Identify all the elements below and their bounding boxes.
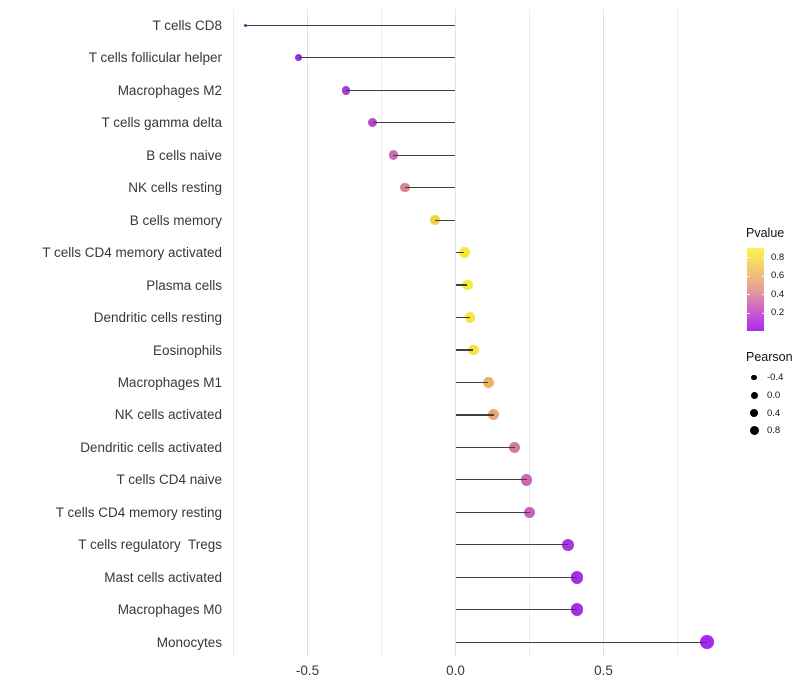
colorbar-tick [761,257,764,259]
y-axis-label: Plasma cells [146,277,222,293]
y-axis-label: Dendritic cells resting [93,310,222,326]
y-axis-label: Macrophages M2 [117,82,222,98]
y-axis-label: T cells CD4 memory activated [42,245,222,261]
pearson-legend-title: Pearson [746,350,793,364]
y-axis-label: NK cells activated [114,407,222,423]
colorbar-tick-label: 0.4 [771,288,785,300]
gridline [307,9,308,657]
y-axis-label: Macrophages M0 [117,602,222,618]
lollipop-stem [455,511,530,513]
lollipop-dot [561,538,575,552]
pearson-legend-label: -0.4 [767,372,784,383]
lollipop-dot [488,409,500,421]
colorbar-tick [761,275,764,277]
lollipop-stem [345,89,456,91]
lollipop-stem [455,284,468,286]
lollipop-dot [388,150,399,160]
lollipop-stem [455,349,474,351]
pearson-legend-circle [749,426,759,436]
y-axis-label: Monocytes [156,634,222,650]
lollipop-stem [455,609,577,611]
pearson-legend-circle [750,409,758,418]
y-axis-label: Eosinophils [152,342,222,358]
lollipop-stem [455,544,568,546]
gridline [529,9,530,657]
y-axis-label: T cells gamma delta [101,115,222,131]
lollipop-stem [455,576,577,578]
lollipop-stem [455,381,489,384]
pvalue-legend-title: Pvalue [746,226,785,240]
y-axis-label: Mast cells activated [104,569,222,585]
x-tick-label: 0.0 [446,663,465,678]
y-axis-label: T cells CD4 naive [116,472,222,488]
pearson-legend-circle [751,374,757,381]
pearson-legend-label: 0.8 [767,425,781,437]
lollipop-dot [467,344,479,356]
y-axis-label: NK cells resting [128,180,222,196]
lollipop-dot [400,182,410,193]
pearson-legend-circle [750,391,758,399]
gridline [455,9,456,657]
y-axis-label: T cells CD8 [152,17,222,33]
pearson-legend-label: 0.0 [767,389,781,401]
lollipop-stem [298,57,456,59]
lollipop-stem [245,24,456,26]
colorbar-tick-label: 0.2 [771,307,785,319]
lollipop-dot [482,376,494,388]
pearson-legend-label: 0.4 [767,407,781,419]
x-tick-label: 0.5 [594,663,613,678]
y-axis-label: T cells CD4 memory resting [55,504,222,520]
colorbar-tick-label: 0.8 [771,251,785,263]
lollipop-stem [455,251,465,254]
colorbar-tick [761,312,764,314]
gridline [677,9,678,657]
y-axis-label: B cells memory [129,212,222,228]
y-axis-label: Dendritic cells activated [80,439,222,455]
y-axis-label: Macrophages M1 [117,374,222,390]
lollipop-stem [393,154,456,156]
gridline [233,9,234,657]
x-tick-label: -0.5 [295,663,320,678]
colorbar-tick [747,312,750,314]
lollipop-stem [455,414,494,416]
lollipop-stem [405,187,456,189]
lollipop-stem [455,479,527,481]
gridline [603,9,604,657]
colorbar-tick [747,257,750,259]
lollipop-dot [509,441,521,454]
y-axis-label: T cells follicular helper [88,50,222,66]
lollipop-stem [455,446,515,448]
lollipop-stem [455,316,471,319]
colorbar-tick [747,275,750,277]
colorbar-tick [761,294,764,296]
gridline [381,9,382,657]
lollipop-stem [434,219,456,221]
colorbar-tick-label: 0.6 [771,270,785,282]
lollipop-stem [372,122,456,124]
y-axis-label: T cells regulatory Tregs [78,537,222,553]
pvalue-colorbar [747,248,764,331]
y-axis-label: B cells naive [146,147,222,163]
lollipop-stem [455,641,708,643]
colorbar-tick [747,294,750,296]
